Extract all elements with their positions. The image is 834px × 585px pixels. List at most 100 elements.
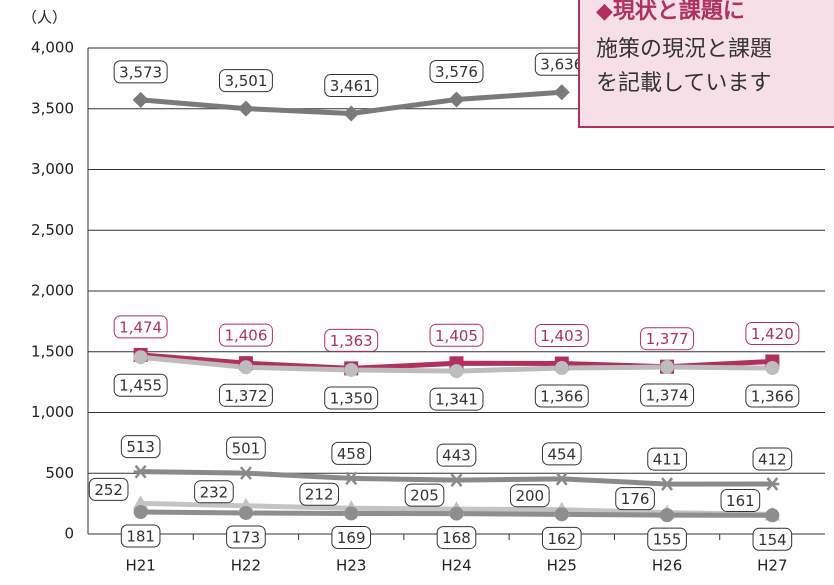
- marker: [449, 506, 464, 521]
- label-box: [752, 527, 793, 551]
- y-tick-label: 3,500: [31, 99, 74, 117]
- data-label: 1,403: [534, 324, 589, 348]
- data-label-text: 1,455: [119, 377, 162, 395]
- x-tick-label: H25: [547, 557, 577, 575]
- data-label-text: 3,573: [119, 63, 162, 81]
- label-box: [615, 487, 655, 511]
- data-label: 513: [120, 435, 161, 459]
- label-box: [752, 447, 793, 471]
- data-label-text: 176: [621, 490, 650, 508]
- data-label-text: 1,341: [435, 391, 478, 409]
- y-tick-label: 0: [64, 525, 74, 543]
- data-label: 200: [509, 484, 550, 508]
- data-label-text: 1,366: [751, 388, 794, 406]
- x-tick-label: H23: [336, 557, 366, 575]
- label-box: [88, 477, 129, 501]
- data-label: 454: [541, 442, 582, 466]
- y-tick-label: 3,000: [31, 160, 74, 178]
- data-label: 1,455: [113, 373, 168, 397]
- x-tick-label: H27: [757, 557, 787, 575]
- data-label-text: 411: [653, 451, 682, 469]
- callout-line: を記載しています: [596, 71, 771, 96]
- data-label-text: 205: [410, 487, 439, 505]
- label-box: [226, 525, 266, 549]
- data-label: 411: [647, 447, 687, 471]
- data-label-text: 1,420: [751, 325, 794, 343]
- data-label-text: 173: [232, 528, 261, 546]
- label-box: [218, 383, 273, 407]
- label-box: [640, 327, 695, 351]
- data-label-text: 1,363: [330, 332, 373, 350]
- callout-box: [578, 0, 834, 128]
- data-label: 1,372: [218, 383, 273, 407]
- marker: [660, 477, 675, 491]
- data-label: 232: [194, 480, 234, 504]
- data-label-text: 155: [653, 531, 682, 549]
- data-label-text: 1,374: [646, 387, 689, 405]
- data-label: 3,576: [429, 60, 484, 84]
- marker: [344, 471, 359, 486]
- label-box: [436, 526, 477, 550]
- data-label-text: 200: [515, 487, 544, 505]
- data-label-text: 212: [305, 486, 334, 504]
- marker: [449, 473, 464, 487]
- data-label-text: 162: [547, 530, 576, 548]
- marker: [237, 100, 254, 117]
- label-box: [218, 323, 273, 347]
- data-label: 161: [720, 488, 761, 512]
- marker: [765, 361, 780, 376]
- label-box: [429, 60, 484, 84]
- data-label-text: 169: [337, 529, 366, 547]
- data-label-text: 3,636: [540, 56, 583, 74]
- label-box: [541, 442, 582, 466]
- label-box: [647, 447, 687, 471]
- marker: [238, 360, 253, 375]
- marker: [449, 364, 464, 379]
- marker: [765, 477, 780, 491]
- data-label-text: 161: [726, 492, 755, 510]
- label-box: [120, 524, 161, 548]
- data-label: 181: [120, 524, 161, 548]
- data-label: 1,420: [745, 321, 800, 345]
- data-label: 1,474: [113, 315, 168, 339]
- marker: [238, 505, 253, 520]
- data-label-text: 443: [442, 447, 471, 465]
- data-label: 252: [88, 477, 129, 501]
- marker: [448, 91, 465, 108]
- label-box: [324, 328, 379, 352]
- label-box: [113, 60, 168, 84]
- data-label: 1,363: [324, 328, 379, 352]
- label-box: [194, 480, 234, 504]
- data-label-text: 1,405: [435, 327, 478, 345]
- y-tick-label: 1,000: [31, 403, 74, 421]
- label-box: [324, 386, 379, 410]
- data-label-text: 1,350: [330, 389, 373, 407]
- callout-title: ◆現状と課題に: [596, 0, 745, 24]
- marker: [554, 361, 569, 376]
- data-label-text: 513: [126, 438, 155, 456]
- label-box: [113, 373, 168, 397]
- label-box: [331, 441, 372, 465]
- data-label-text: 3,461: [330, 77, 373, 95]
- data-label: 443: [436, 443, 477, 467]
- marker: [765, 508, 780, 523]
- label-box: [218, 69, 273, 93]
- data-label: 168: [436, 526, 477, 550]
- data-label: 501: [226, 436, 266, 460]
- data-label: 3,461: [324, 73, 379, 97]
- label-box: [226, 436, 266, 460]
- data-label-text: 1,366: [540, 388, 583, 406]
- label-box: [429, 387, 484, 411]
- data-label: 1,350: [324, 386, 379, 410]
- data-label: 212: [299, 482, 340, 506]
- marker: [344, 506, 359, 521]
- y-tick-label: 2,000: [31, 282, 74, 300]
- data-label: 1,366: [534, 384, 589, 408]
- label-box: [720, 488, 761, 512]
- data-label-text: 412: [758, 450, 787, 468]
- y-tick-label: 2,500: [31, 221, 74, 239]
- label-box: [113, 315, 168, 339]
- marker: [554, 472, 569, 486]
- data-label-text: 154: [758, 531, 787, 549]
- data-label: 1,366: [745, 384, 800, 408]
